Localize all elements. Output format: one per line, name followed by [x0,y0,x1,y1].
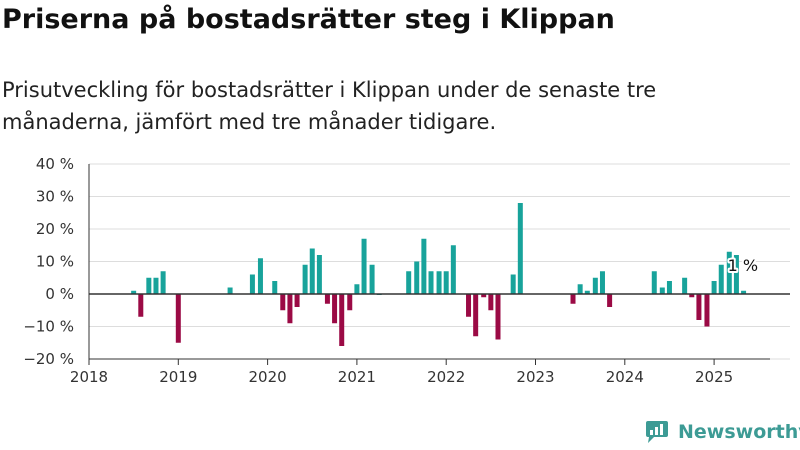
bar [153,277,159,294]
bar [354,284,360,294]
x-tick-label: 2024 [606,368,644,386]
bar [495,294,501,340]
bar [414,261,420,294]
bar [369,264,375,294]
bar [160,271,166,294]
bar [481,294,487,298]
x-tick-label: 2020 [249,368,287,386]
x-tick-label: 2019 [159,368,197,386]
bar [406,271,412,294]
bar [726,251,732,294]
newsworthy-logo-icon [646,421,668,443]
bar [302,264,308,294]
bar [287,294,293,324]
bar [436,271,442,294]
bar [577,284,583,294]
bar [592,277,598,294]
bar [659,287,665,294]
bar [741,290,747,294]
x-tick-label: 2025 [695,368,733,386]
bar [570,294,576,304]
bar [689,294,695,298]
bar [280,294,286,311]
bar [704,294,710,327]
bar [421,238,427,294]
y-tick-label: −10 % [23,318,74,336]
bar [517,203,523,294]
bar [138,294,144,317]
bar [332,294,338,324]
bars [131,203,747,346]
bar [227,287,233,294]
bar [666,281,672,294]
bar [473,294,479,337]
bar [249,274,255,294]
bar [510,274,516,294]
data-label: 1 % [728,256,758,275]
bar [466,294,472,317]
bar [443,271,449,294]
x-tick-label: 2023 [516,368,554,386]
bar [131,290,137,294]
axes: −20 % −10 % 0 % 10 % 20 % 30 % 40 % 2018 2019 202… [23,155,790,386]
x-tick-label: 2021 [338,368,376,386]
bar [718,264,724,294]
bar [316,255,322,294]
bar [488,294,494,311]
bar [599,271,605,294]
annotations: 1 % [726,254,760,277]
bar [272,281,278,294]
bar [696,294,702,320]
bar [347,294,353,311]
x-tick-label: 2022 [427,368,465,386]
y-tick-label: 10 % [36,253,74,271]
y-tick-label: 20 % [36,220,74,238]
y-tick-label: −20 % [23,350,74,368]
bar [584,290,590,294]
y-tick-label: 40 % [36,155,74,173]
bar [651,271,657,294]
bar [339,294,345,346]
bar [294,294,300,307]
brand-name: Newsworthy [678,421,800,443]
gridlines [89,163,790,360]
bar [309,248,315,294]
bar [450,245,456,294]
bar [361,238,367,294]
bar [682,277,688,294]
y-tick-label: 30 % [36,188,74,206]
bar [175,294,181,343]
bar [711,281,717,294]
brand-logo: Newsworthy [644,419,800,445]
page-title: Priserna på bostadsrätter steg i Klippan [2,4,615,35]
y-tick-label: 0 % [45,285,74,303]
bar [428,271,434,294]
x-tick-label: 2018 [70,368,108,386]
page-subtitle: Prisutveckling för bostadsrätter i Klipp… [2,78,657,134]
bar [146,277,152,294]
bar [733,255,739,294]
bar [607,294,613,307]
bar [324,294,330,304]
bar [257,258,263,294]
